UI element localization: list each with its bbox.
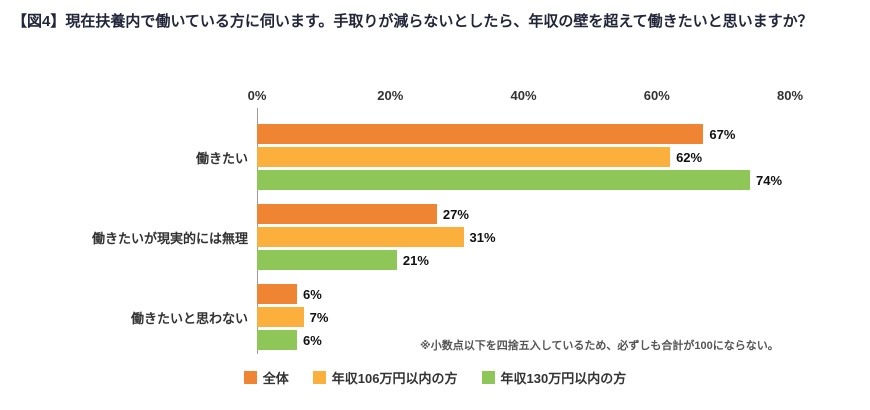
legend-label: 年収130万円以内の方 xyxy=(500,371,627,386)
bar xyxy=(257,250,397,270)
bar-row: 74% xyxy=(257,170,790,190)
legend-label: 年収106万円以内の方 xyxy=(331,371,458,386)
bar-row: 62% xyxy=(257,147,790,167)
legend-swatch xyxy=(243,371,257,384)
legend: 全体 年収106万円以内の方 年収130万円以内の方 xyxy=(0,368,870,387)
bar-value-label: 74% xyxy=(756,172,783,188)
bar-row: 6% xyxy=(257,330,790,350)
category-label: 働きたい xyxy=(195,150,248,166)
bar-row: 67% xyxy=(257,124,790,144)
bar-row: 31% xyxy=(257,227,790,247)
x-axis-tick-label: 80% xyxy=(776,88,804,103)
bar xyxy=(257,307,304,327)
bar xyxy=(257,284,297,304)
x-axis-tick-label: 40% xyxy=(510,88,537,103)
plot-area: 67% 62% 74% 27% 31% 21% 6% 7% 6% xyxy=(257,124,790,364)
bar xyxy=(257,124,704,144)
bar xyxy=(257,330,297,350)
category-labels: 働きたい働きたいが現実的には無理働きたいと思わない xyxy=(12,124,257,364)
legend-label: 全体 xyxy=(262,371,289,386)
bar-value-label: 21% xyxy=(402,252,429,268)
x-axis-labels: 0% 20% 40% 60% 80% xyxy=(248,88,803,104)
bar-value-label: 7% xyxy=(309,309,329,325)
x-axis-tick-label: 0% xyxy=(247,88,267,103)
legend-item: 年収106万円以内の方 xyxy=(312,368,458,387)
bar xyxy=(257,147,671,167)
bar-group: 6% 7% 6% xyxy=(257,284,790,350)
bar-row: 21% xyxy=(257,250,790,270)
bar-value-label: 62% xyxy=(676,149,703,165)
legend-item: 年収130万円以内の方 xyxy=(481,368,627,387)
bar xyxy=(257,227,464,247)
bar-group: 67% 62% 74% xyxy=(257,124,790,190)
bar xyxy=(257,170,751,190)
category-label: 働きたいが現実的には無理 xyxy=(91,230,248,246)
bar-row: 27% xyxy=(257,204,790,224)
legend-swatch xyxy=(312,371,326,384)
bar-value-label: 6% xyxy=(302,332,322,348)
bar-value-label: 67% xyxy=(709,126,736,142)
bar-value-label: 6% xyxy=(302,286,322,302)
category-label: 働きたいと思わない xyxy=(130,310,248,326)
figure-title: 【図4】現在扶養内で働いている方に伺います。手取りが減らないとしたら、年収の壁を… xyxy=(12,13,813,30)
bar-row: 6% xyxy=(257,284,790,304)
bar-chart: 働きたい働きたいが現実的には無理働きたいと思わない 67% 62% 74% 27% 31… xyxy=(12,124,790,364)
legend-item: 全体 xyxy=(243,368,289,387)
bar-row: 7% xyxy=(257,307,790,327)
x-axis-tick-label: 20% xyxy=(377,88,404,103)
x-axis-tick-label: 60% xyxy=(643,88,670,103)
legend-swatch xyxy=(481,371,495,384)
bar-value-label: 27% xyxy=(442,206,469,222)
bar-value-label: 31% xyxy=(469,229,496,245)
footnote: ※小数点以下を四捨五入しているため、必ずしも合計が100にならない。 xyxy=(420,340,779,352)
bar-group: 27% 31% 21% xyxy=(257,204,790,270)
bar xyxy=(257,204,437,224)
